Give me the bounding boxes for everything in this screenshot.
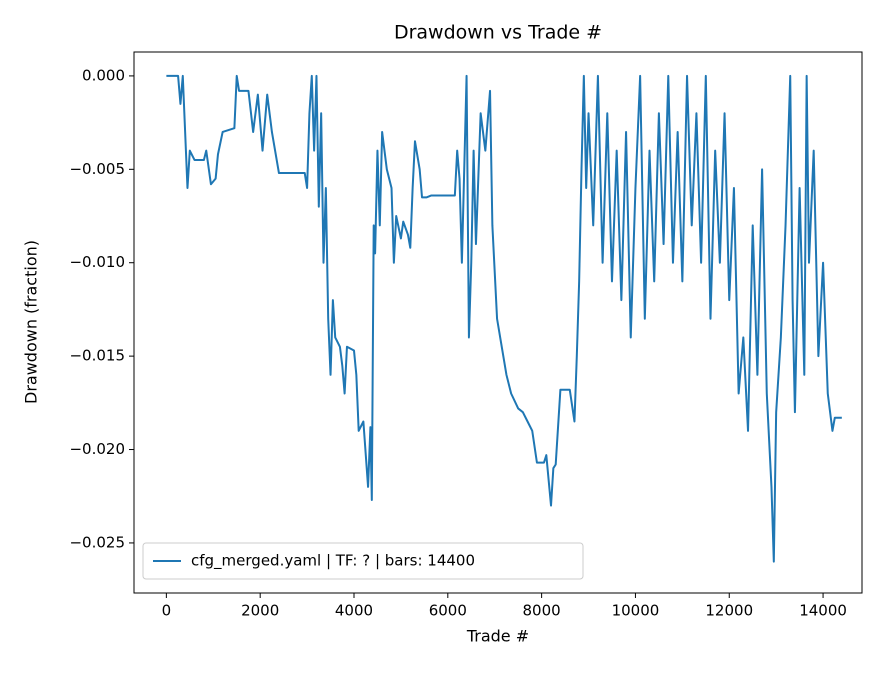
y-tick-label: 0.000 — [82, 66, 125, 84]
legend-label: cfg_merged.yaml | TF: ? | bars: 14400 — [191, 552, 475, 571]
y-tick-label: −0.020 — [69, 440, 125, 458]
chart-title: Drawdown vs Trade # — [394, 22, 602, 44]
y-tick-label: −0.025 — [69, 533, 125, 551]
y-tick-label: −0.010 — [69, 253, 125, 271]
x-tick-label: 8000 — [523, 602, 561, 620]
x-tick-label: 10000 — [612, 602, 660, 620]
data-line — [166, 74, 842, 563]
x-tick-label: 14000 — [799, 602, 847, 620]
x-tick-label: 6000 — [429, 602, 467, 620]
x-tick-label: 4000 — [335, 602, 373, 620]
x-tick-label: 2000 — [241, 602, 279, 620]
legend-box — [142, 542, 584, 580]
y-tick-label: −0.005 — [69, 160, 125, 178]
x-axis-label: Trade # — [466, 627, 529, 646]
plot-frame — [133, 51, 863, 594]
y-tick-label: −0.015 — [69, 347, 125, 365]
x-tick-label: 12000 — [705, 602, 753, 620]
x-tick-label: 0 — [162, 602, 172, 620]
y-axis-label: Drawdown (fraction) — [22, 240, 41, 404]
